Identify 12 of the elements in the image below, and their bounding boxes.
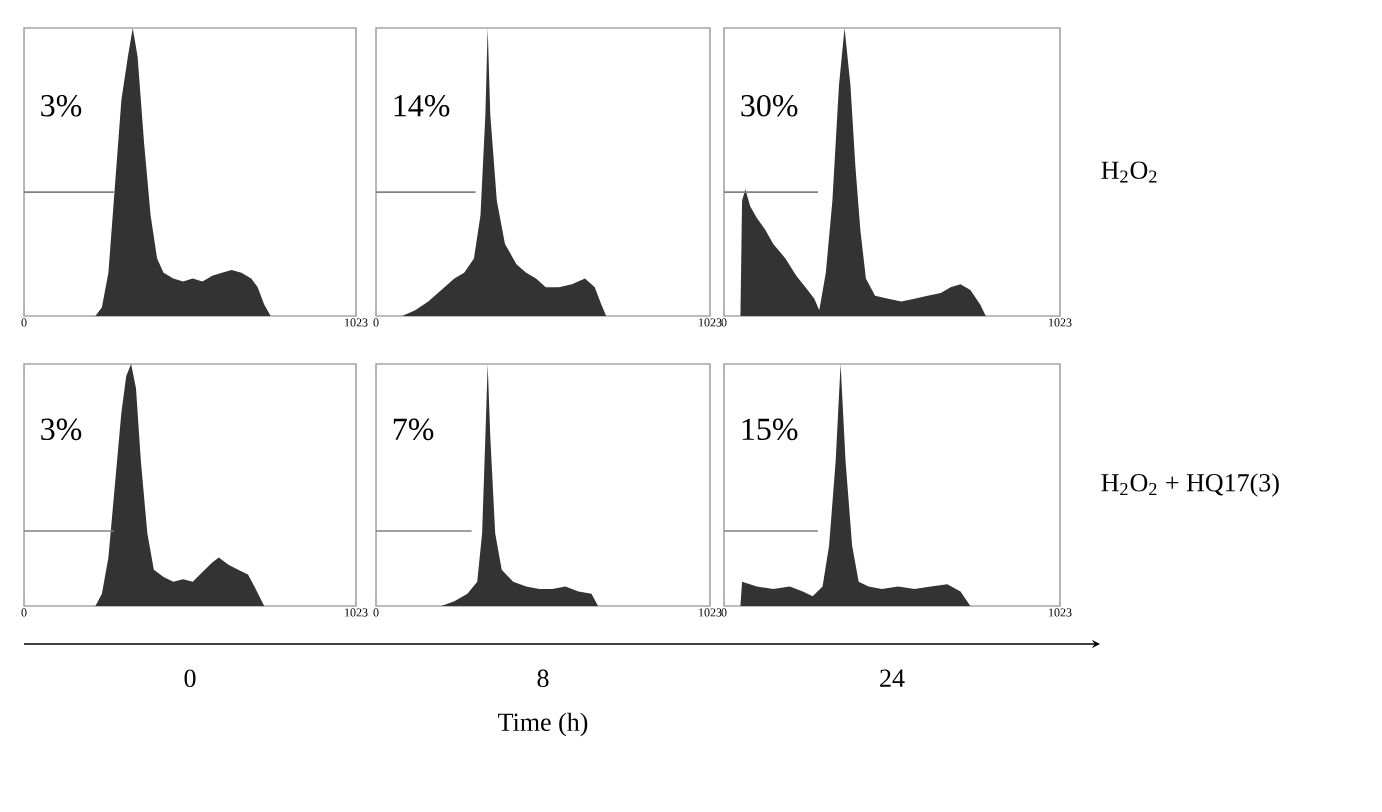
x-axis-title: 8: [537, 669, 549, 688]
x-axis-title: 0: [184, 669, 196, 688]
annotation: 3%: [41, 94, 82, 117]
x-axis-title: 24: [880, 669, 905, 687]
annotation: 30%: [741, 94, 798, 117]
annotation: 14%: [394, 94, 450, 117]
text: Time (h): [498, 712, 588, 737]
annotation: 15%: [742, 418, 798, 441]
annotation: 7%: [393, 418, 434, 441]
text: H$_{2}$O$_{2}$: [1101, 161, 1157, 183]
text: H$_{2}$O$_{2}$ + HQ17(3): [1101, 473, 1279, 497]
annotation: 3%: [41, 418, 82, 441]
